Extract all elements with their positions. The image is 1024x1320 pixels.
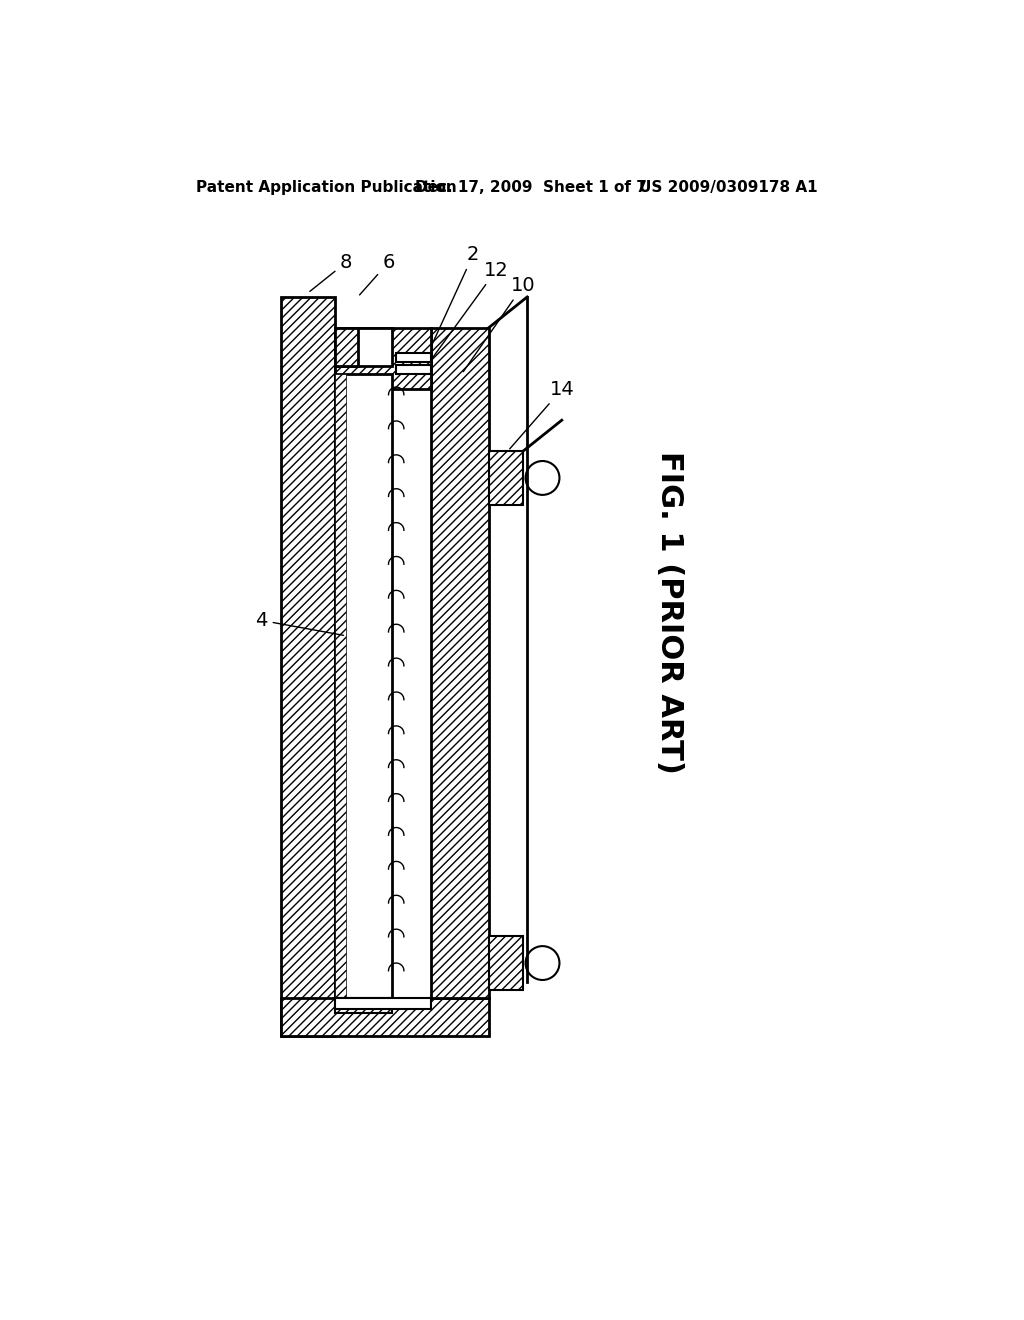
Bar	[335, 998, 431, 1010]
Circle shape	[525, 461, 559, 495]
Circle shape	[525, 946, 559, 979]
Bar	[396, 354, 431, 363]
Text: FIG. 1 (PRIOR ART): FIG. 1 (PRIOR ART)	[655, 451, 684, 774]
Text: 2: 2	[432, 246, 479, 345]
Bar	[335, 374, 392, 998]
Bar	[335, 998, 392, 1014]
Bar	[335, 327, 392, 367]
Text: 6: 6	[359, 253, 394, 294]
Text: Dec. 17, 2009  Sheet 1 of 7: Dec. 17, 2009 Sheet 1 of 7	[416, 180, 647, 195]
Text: 10: 10	[463, 276, 536, 372]
Bar	[488, 936, 523, 990]
Bar	[335, 374, 346, 998]
Text: 4: 4	[255, 611, 343, 635]
Text: Patent Application Publication: Patent Application Publication	[196, 180, 457, 195]
Text: 12: 12	[432, 260, 509, 358]
Bar	[335, 327, 431, 389]
Bar	[335, 327, 357, 367]
Bar	[396, 364, 431, 374]
Text: 14: 14	[510, 380, 574, 449]
Bar	[281, 998, 488, 1036]
Text: US 2009/0309178 A1: US 2009/0309178 A1	[639, 180, 817, 195]
Text: 8: 8	[310, 253, 352, 292]
Bar	[431, 327, 488, 998]
Bar	[281, 297, 335, 1036]
Bar	[488, 451, 523, 506]
